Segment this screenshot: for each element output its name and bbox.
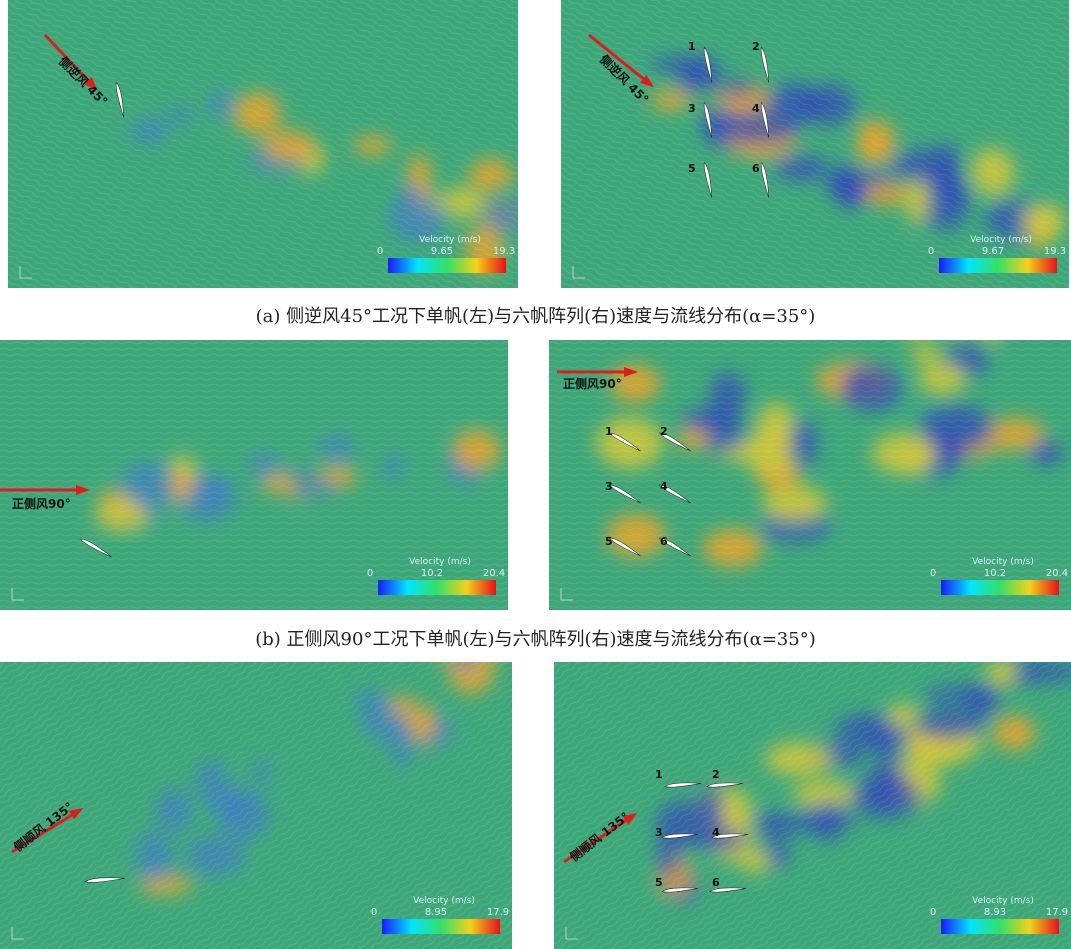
colorbar-tick: 17.9 xyxy=(1046,907,1068,918)
caption: (b) 正侧风90°工况下单帆(左)与六帆阵列(右)速度与流线分布(α=35°) xyxy=(0,625,1071,651)
sail-number: 5 xyxy=(605,535,613,548)
colorbar-tick: 9.67 xyxy=(982,246,1004,257)
wind-label: 正侧风90° xyxy=(563,376,622,391)
sail-number: 5 xyxy=(655,876,663,889)
colorbar-tick: 9.65 xyxy=(431,246,453,257)
sail-number: 6 xyxy=(752,162,760,175)
sail-number: 6 xyxy=(660,535,668,548)
colorbar-title: Velocity (m/s) xyxy=(970,235,1032,245)
colorbar xyxy=(939,258,1057,273)
sail-number: 3 xyxy=(655,826,663,839)
sail-number: 5 xyxy=(688,162,696,175)
sail-number: 3 xyxy=(605,480,613,493)
colorbar-tick: 17.9 xyxy=(487,907,509,918)
colorbar xyxy=(941,919,1059,934)
sail-number: 4 xyxy=(660,480,668,493)
sail-number: 4 xyxy=(752,102,760,115)
sail-number: 1 xyxy=(688,40,696,53)
colorbar-tick: 20.4 xyxy=(483,568,505,579)
colorbar-title: Velocity (m/s) xyxy=(419,235,481,245)
colorbar xyxy=(378,580,496,595)
caption: (a) 侧逆风45°工况下单帆(左)与六帆阵列(右)速度与流线分布(α=35°) xyxy=(0,302,1071,328)
sail-number: 1 xyxy=(605,425,613,438)
flow-panel: 正侧风90° Velocity (m/s) 0 10.2 20.4 xyxy=(0,340,508,610)
colorbar-tick: 8.95 xyxy=(425,907,447,918)
colorbar-tick: 0 xyxy=(930,907,936,918)
colorbar-tick: 0 xyxy=(930,568,936,579)
colorbar-tick: 20.4 xyxy=(1046,568,1068,579)
colorbar-title: Velocity (m/s) xyxy=(972,557,1034,567)
sail-number: 2 xyxy=(660,425,668,438)
wind-label: 正侧风90° xyxy=(12,496,71,511)
colorbar-tick: 0 xyxy=(371,907,377,918)
colorbar-tick: 0 xyxy=(367,568,373,579)
sail-number: 2 xyxy=(752,40,760,53)
colorbar-title: Velocity (m/s) xyxy=(972,896,1034,906)
colorbar-tick: 19.3 xyxy=(493,246,515,257)
colorbar-tick: 10.2 xyxy=(421,568,443,579)
sail-number: 2 xyxy=(712,768,720,781)
colorbar-tick: 0 xyxy=(377,246,383,257)
colorbar-tick: 0 xyxy=(928,246,934,257)
colorbar-tick: 19.3 xyxy=(1044,246,1066,257)
colorbar-title: Velocity (m/s) xyxy=(413,896,475,906)
colorbar xyxy=(382,919,500,934)
colorbar xyxy=(941,580,1059,595)
colorbar-tick: 10.2 xyxy=(984,568,1006,579)
colorbar xyxy=(388,258,506,273)
sail-number: 4 xyxy=(712,826,720,839)
colorbar-tick: 8.93 xyxy=(984,907,1006,918)
sail-number: 6 xyxy=(712,876,720,889)
sail-number: 1 xyxy=(655,768,663,781)
flow-panel: 正侧风90° 1 2 3 4 5 6 Velocity (m/s) 0 10.2 20.4 xyxy=(549,340,1071,610)
figure: 侧逆风 45°Velocity (m/s)09.6519.3 侧逆风 45°12… xyxy=(0,0,1071,949)
sail-number: 3 xyxy=(688,102,696,115)
colorbar-title: Velocity (m/s) xyxy=(409,557,471,567)
